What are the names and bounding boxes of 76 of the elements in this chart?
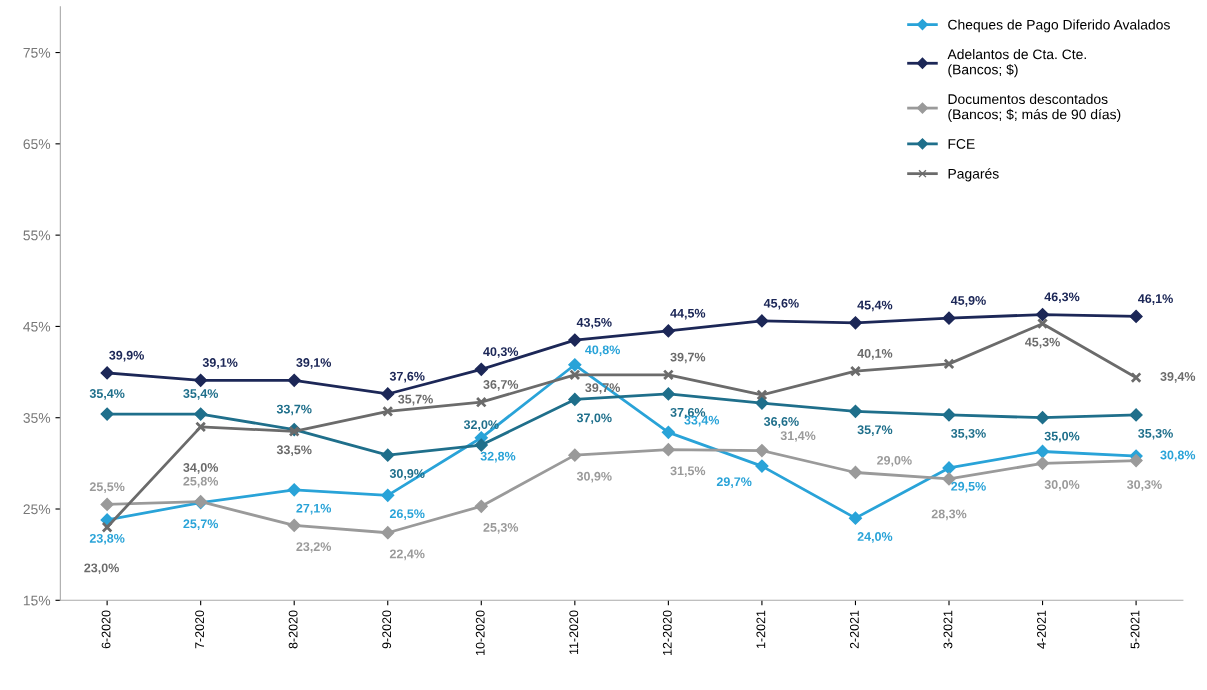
data-label: 33,7% <box>276 404 312 416</box>
data-label: 34,0% <box>183 463 219 474</box>
data-label: 35,3% <box>951 428 986 440</box>
legend-label: Pagarés <box>948 168 999 182</box>
data-label: 30,3% <box>1126 480 1162 491</box>
data-label: 30,9% <box>576 471 612 483</box>
data-label: 29,5% <box>951 481 986 493</box>
data-label: 45,4% <box>857 300 893 312</box>
data-label: 29,7% <box>716 477 752 488</box>
data-label: 27,1% <box>296 503 332 515</box>
data-label: 35,7% <box>857 425 893 436</box>
data-label: 40,3% <box>483 347 519 358</box>
data-label: 39,1% <box>202 358 238 369</box>
y-tick-label: 75% <box>23 47 51 58</box>
data-label: 32,8% <box>480 451 516 463</box>
x-tick-label: 10-2020 <box>475 610 485 655</box>
data-label: 31,4% <box>780 431 816 442</box>
x-tick-label: 12-2020 <box>662 610 672 655</box>
data-label: 43,5% <box>576 317 612 329</box>
data-label: 23,8% <box>89 533 125 545</box>
data-label: 23,2% <box>296 542 332 553</box>
data-label: 35,3% <box>1138 428 1173 440</box>
y-tick-label: 25% <box>23 504 51 515</box>
data-label: 37,6% <box>389 371 425 383</box>
data-label: 45,6% <box>763 298 799 310</box>
x-tick-label: 5-2021 <box>1130 610 1140 649</box>
legend-label: FCE <box>948 139 975 149</box>
data-label: 24,0% <box>857 532 893 543</box>
y-tick-label: 35% <box>23 413 51 423</box>
data-label: 35,4% <box>183 389 219 400</box>
data-label: 45,3% <box>1025 337 1060 349</box>
data-label: 31,5% <box>670 466 706 478</box>
x-tick-label: 4-2021 <box>1037 610 1046 649</box>
data-label: 39,4% <box>1160 372 1196 383</box>
data-label: 46,3% <box>1044 292 1080 304</box>
legend-label: Documentos descontados (Bancos; $; más de 90 días) <box>948 93 1121 122</box>
x-tick-label: 2-2021 <box>849 610 859 649</box>
data-label: 36,7% <box>483 380 519 391</box>
data-label: 46,1% <box>1138 294 1173 305</box>
data-label: 35,7% <box>398 394 433 406</box>
data-label: 25,8% <box>183 476 219 488</box>
x-tick-label: 3-2021 <box>943 610 953 649</box>
data-label: 30,0% <box>1044 480 1080 491</box>
data-label: 25,3% <box>483 523 519 534</box>
data-label: 45,9% <box>950 296 986 307</box>
data-label: 35,0% <box>1044 431 1080 443</box>
y-tick-label: 55% <box>23 230 51 241</box>
data-label: 30,8% <box>1160 450 1196 462</box>
data-label: 25,7% <box>183 519 219 531</box>
x-tick-label: 11-2020 <box>569 610 579 655</box>
legend-label: Adelantos de Cta. Cte. (Bancos; $) <box>947 49 1086 78</box>
y-tick-label: 15% <box>23 595 51 606</box>
data-label: 25,5% <box>89 482 125 493</box>
data-label: 29,0% <box>877 455 912 467</box>
data-label: 26,5% <box>389 509 425 520</box>
data-label: 36,6% <box>763 417 799 428</box>
x-tick-label: 8-2020 <box>288 610 298 649</box>
x-tick-label: 1-2021 <box>756 610 766 648</box>
x-tick-label: 6-2020 <box>101 610 111 649</box>
data-label: 35,4% <box>89 389 125 400</box>
data-label: 40,8% <box>585 345 620 357</box>
data-label: 28,3% <box>931 509 967 521</box>
y-tick-label: 45% <box>23 321 51 332</box>
data-label: 40,1% <box>857 348 893 360</box>
data-label: 39,1% <box>296 358 332 369</box>
data-label: 39,7% <box>670 352 706 364</box>
data-label: 22,4% <box>389 549 425 561</box>
x-tick-label: 7-2020 <box>195 610 205 649</box>
data-label: 37,0% <box>576 413 612 425</box>
x-tick-label: 9-2020 <box>382 610 392 649</box>
data-label: 33,5% <box>276 445 312 457</box>
legend-label: Cheques de Pago Diferido Avalados <box>948 19 1170 33</box>
data-label: 39,9% <box>109 350 144 362</box>
y-tick-label: 65% <box>23 139 51 150</box>
data-label: 44,5% <box>670 308 706 320</box>
data-label: 23,0% <box>84 563 119 575</box>
